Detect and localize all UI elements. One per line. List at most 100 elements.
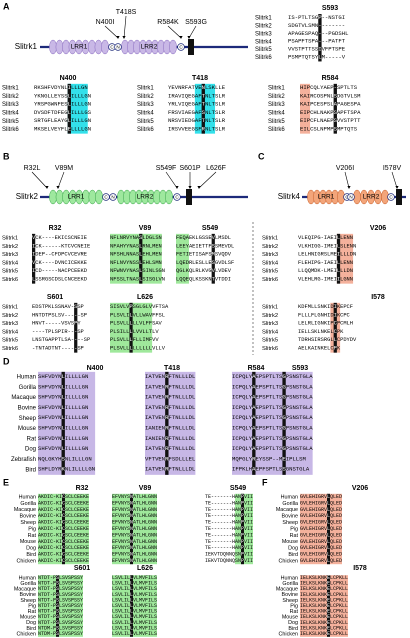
sequence: LSSRGSCDSLCNCEEKD (32, 277, 87, 283)
row-name: Bovine (282, 514, 298, 520)
row-name: Bird (26, 626, 36, 632)
sequence: NTDT-PSLSVSPSSY (38, 587, 83, 593)
alignment-title: L626 (137, 565, 153, 572)
sequence: IATVENRFTNLLLDL (145, 446, 195, 453)
sequence: -TNTADTNT-----SP (32, 346, 84, 352)
sequence: YRLVIQEGAFTNLTSLR (168, 101, 226, 108)
alignment-title: S549 (202, 225, 218, 232)
sequence: LQQEQLKSSKNTVTDDI (176, 277, 231, 283)
sequence: NTDT-PSLSVSPSSY (38, 598, 83, 604)
domain-label: LRR1 (318, 194, 335, 201)
row-name: Pig (28, 526, 36, 532)
row-name: Slitrk3 (268, 102, 285, 108)
sequence: IATVENRFTNLLLDL (145, 466, 195, 473)
row-name: Slitrk3 (255, 31, 272, 37)
cap-label: C (104, 195, 108, 200)
sequence: AKDIC-KICSCLCEEKE (38, 520, 89, 526)
row-name: Human (281, 575, 298, 581)
sequence: ICPQLYAEPSPTLTSGPSNSTGLA (232, 435, 313, 442)
sequence: AKDIC-KICSCLCEEKE (38, 558, 89, 564)
cap (387, 193, 395, 201)
sequence: AKDIC-KICSCLCEEKE (38, 507, 89, 513)
sequence: SHFVDYNLILLLLGN (38, 373, 88, 380)
arrow-head (116, 36, 120, 39)
row-name: Dog (288, 620, 298, 626)
alignment-title: R584 (248, 365, 265, 372)
sequence: EFVNYSNATLHLGNN (112, 514, 157, 520)
lrr-repeat (55, 189, 64, 205)
row-name: Slitrk1 (262, 305, 278, 311)
sequence: GVLEHIGRVLQLED (300, 539, 342, 545)
mutation-label: S593G (185, 19, 207, 26)
row-name: Chicken (17, 631, 36, 637)
mutation-label: V89M (55, 165, 73, 172)
lrr-repeat (95, 189, 103, 205)
sequence: AKDIC-KICSCLCEEKE (38, 514, 89, 520)
alignment-title: S593 (292, 365, 308, 372)
mutation-arrow (344, 171, 350, 189)
sequence: IELLSKLNKELCPK (298, 329, 344, 335)
cap-label: N (111, 195, 114, 200)
sequence: SHFVDYNLILLLLGN (38, 415, 88, 422)
alignment-title: R32 (76, 485, 89, 492)
sequence: ICPQLYAEPSPTLTSGPSNSTGLA (232, 446, 313, 453)
cap (114, 43, 122, 51)
row-name: Slitrk5 (2, 338, 18, 344)
panel-label: F (262, 477, 268, 487)
row-name: Gorilla (282, 581, 298, 587)
alignment-title: T418 (192, 75, 208, 82)
mutation-arrow (198, 171, 217, 189)
sequence: IATVENRFTNLLLDL (145, 404, 195, 411)
transmembrane (186, 189, 192, 205)
conservation-shade (145, 371, 196, 475)
row-name: Pig (28, 603, 36, 609)
sequence: FEQAEKLGSSEVLMSDL (176, 235, 231, 241)
row-name: Slitrk6 (268, 127, 285, 133)
panel-label: C (258, 151, 265, 161)
sequence: IRAVIQEGAFTNLTSLR (168, 93, 226, 100)
alignment-title: V206 (352, 485, 368, 492)
sequence: NRSVIEDGAFTNLTSLR (168, 118, 226, 125)
alignment-title: L626 (137, 294, 153, 301)
row-name: Slitrk3 (2, 252, 18, 258)
row-name: Slitrk6 (262, 277, 278, 283)
conservation-shade (300, 575, 348, 637)
row-name: Slitrk4 (268, 110, 285, 116)
sequence: PSAPFTSPA---PATFT (288, 38, 346, 45)
sequence: LSVLILLVLMVFILS (112, 581, 157, 587)
row-name: Slitrk5 (268, 119, 285, 125)
alignment-title: V89 (139, 225, 152, 232)
lrr-repeat (88, 189, 97, 205)
sequence: EFVNYSNATLHLGNN (112, 546, 157, 552)
variant-column (327, 493, 330, 565)
variant-column (282, 371, 286, 475)
domain-label: LRR2 (363, 194, 380, 201)
sequence: GVLEHIGRVLQLED (300, 507, 342, 513)
sequence: TE-------HANPVII (205, 546, 253, 552)
domain-label: LRR1 (71, 44, 88, 51)
row-name: Human (19, 494, 36, 500)
sequence: EFVNYSNATLHLGNN (112, 520, 157, 526)
sequence: PLSVLLLLLLLLLVLLV (110, 346, 166, 352)
sequence: TE-------HANPVII (205, 520, 253, 526)
mutation-label: L626F (206, 165, 226, 172)
sequence: SHFVDYNLILLLLGN (38, 425, 88, 432)
sequence: GVLEHIGRVLQLED (300, 501, 342, 507)
lrr-repeat (88, 39, 96, 55)
sequence: LNSTGAPPTLSA----SP (32, 338, 90, 344)
conservation-shade (232, 371, 313, 475)
sequence: KDFMLLSNKIDIKEPCF (298, 304, 353, 310)
alignment-title: N400 (87, 365, 104, 372)
alignment-title: R32 (49, 225, 62, 232)
mutation-label: S601P (179, 165, 200, 172)
variant-column (139, 233, 143, 284)
row-name: Slitrk5 (255, 47, 272, 53)
sequence: TE-------HANPVII (205, 526, 253, 532)
lrr-repeat (94, 39, 103, 55)
panel-label: D (3, 356, 10, 366)
protein-name: Slitrk1 (15, 42, 38, 51)
sequence: EFVNYSNATLHLGNN (112, 526, 157, 532)
sequence: GVLEHIGRVLQLED (300, 514, 342, 520)
sequence: IELKSLKNKELCPKLL (300, 592, 348, 598)
mutation-label: V206I (336, 165, 354, 172)
